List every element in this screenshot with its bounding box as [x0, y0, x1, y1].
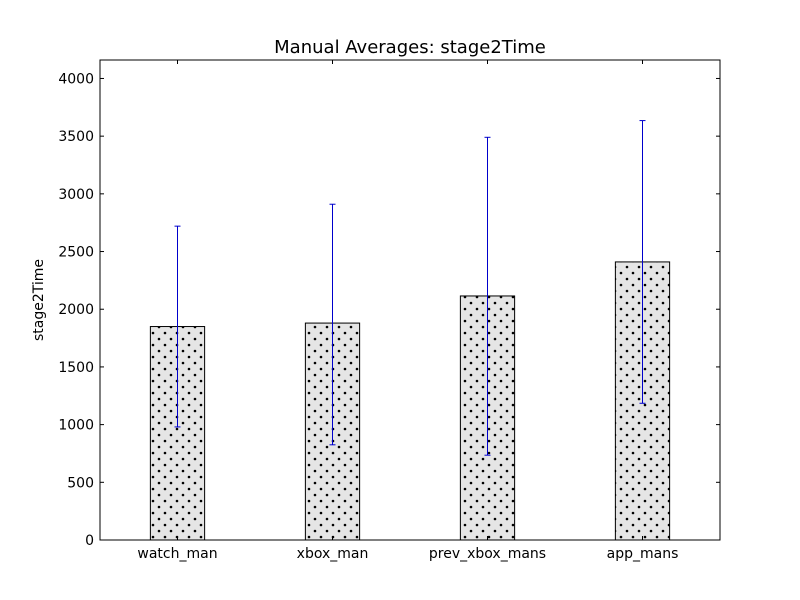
y-axis-label: stage2Time	[31, 259, 47, 341]
y-tick-label-1500: 1500	[58, 360, 94, 376]
y-tick-label-3000: 3000	[58, 187, 94, 203]
y-axis-ticks: 0 500 1000 1500 2000 2500 3000 3500 4000	[58, 71, 720, 549]
y-tick-label-2000: 2000	[58, 302, 94, 318]
y-tick-label-4000: 4000	[58, 71, 94, 87]
error-bar-xbox_man	[329, 203, 336, 446]
y-tick-label-3500: 3500	[58, 129, 94, 145]
x-tick-label-watch_man: watch_man	[137, 546, 217, 562]
x-tick-label-app_mans: app_mans	[607, 546, 679, 562]
y-tick-label-1000: 1000	[58, 418, 94, 434]
x-tick-label-prev_xbox_mans: prev_xbox_mans	[429, 546, 546, 562]
x-tick-label-xbox_man: xbox_man	[297, 546, 369, 562]
plot-frame	[99, 59, 721, 541]
error-bar-watch_man	[174, 225, 181, 428]
y-tick-label-500: 500	[67, 475, 94, 491]
bars-layer	[149, 261, 671, 541]
y-tick-label-0: 0	[85, 533, 94, 549]
error-bars-layer	[174, 120, 646, 456]
chart-title: Manual Averages: stage2Time	[274, 37, 546, 58]
error-bar-prev_xbox_mans	[484, 136, 491, 456]
y-tick-label-2500: 2500	[58, 245, 94, 261]
x-axis-ticks: watch_man xbox_man prev_xbox_mans app_mans	[137, 60, 678, 562]
error-bar-app_mans	[639, 120, 646, 404]
